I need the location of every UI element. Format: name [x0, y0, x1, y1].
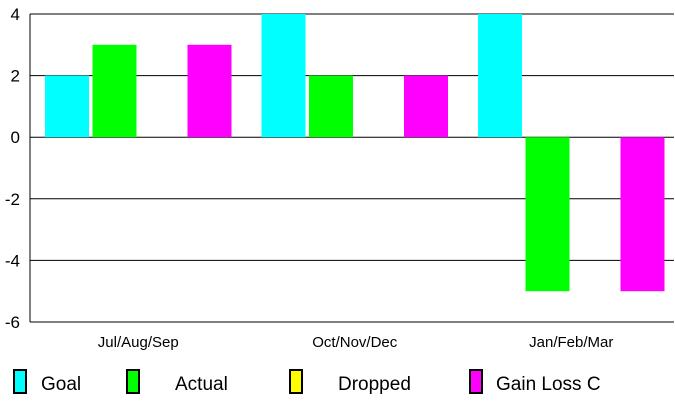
bar-gain-loss-c-2 — [404, 75, 448, 138]
y-tick-labels: 4 2 0 -2 -4 -6 — [5, 5, 20, 332]
legend-swatch — [289, 369, 303, 394]
legend-label: Goal — [41, 374, 81, 395]
y-tick-label: 0 — [11, 128, 20, 147]
y-tick-label: 4 — [11, 5, 20, 24]
legend: Goal Actual Dropped Gain Loss C — [13, 369, 601, 395]
axes — [29, 14, 674, 323]
x-tick-label: Jan/Feb/Mar — [529, 334, 613, 351]
y-tick-label: -2 — [5, 190, 20, 209]
y-tick-label: 2 — [11, 67, 20, 86]
x-tick-label: Oct/Nov/Dec — [312, 334, 398, 351]
bar-gain-loss-c-3 — [620, 137, 665, 292]
x-tick-label: Jul/Aug/Sep — [98, 334, 179, 351]
legend-label: Actual — [175, 374, 228, 395]
bar-actual-1 — [92, 44, 137, 138]
bar-goal-3 — [478, 14, 522, 138]
bars — [45, 14, 665, 292]
bar-goal-2 — [261, 14, 306, 138]
legend-swatch — [469, 369, 483, 394]
bar-gain-loss-c-1 — [187, 44, 232, 138]
legend-swatch — [13, 369, 27, 394]
legend-swatch — [126, 369, 140, 394]
legend-label: Dropped — [338, 374, 411, 395]
bar-goal-1 — [45, 75, 89, 138]
x-tick-labels: Jul/Aug/Sep Oct/Nov/Dec Jan/Feb/Mar — [98, 334, 614, 351]
y-tick-label: -4 — [5, 251, 20, 270]
bar-actual-3 — [525, 137, 570, 292]
legend-label: Gain Loss C — [496, 374, 601, 395]
y-tick-label: -6 — [5, 313, 20, 332]
bar-actual-2 — [309, 75, 353, 138]
